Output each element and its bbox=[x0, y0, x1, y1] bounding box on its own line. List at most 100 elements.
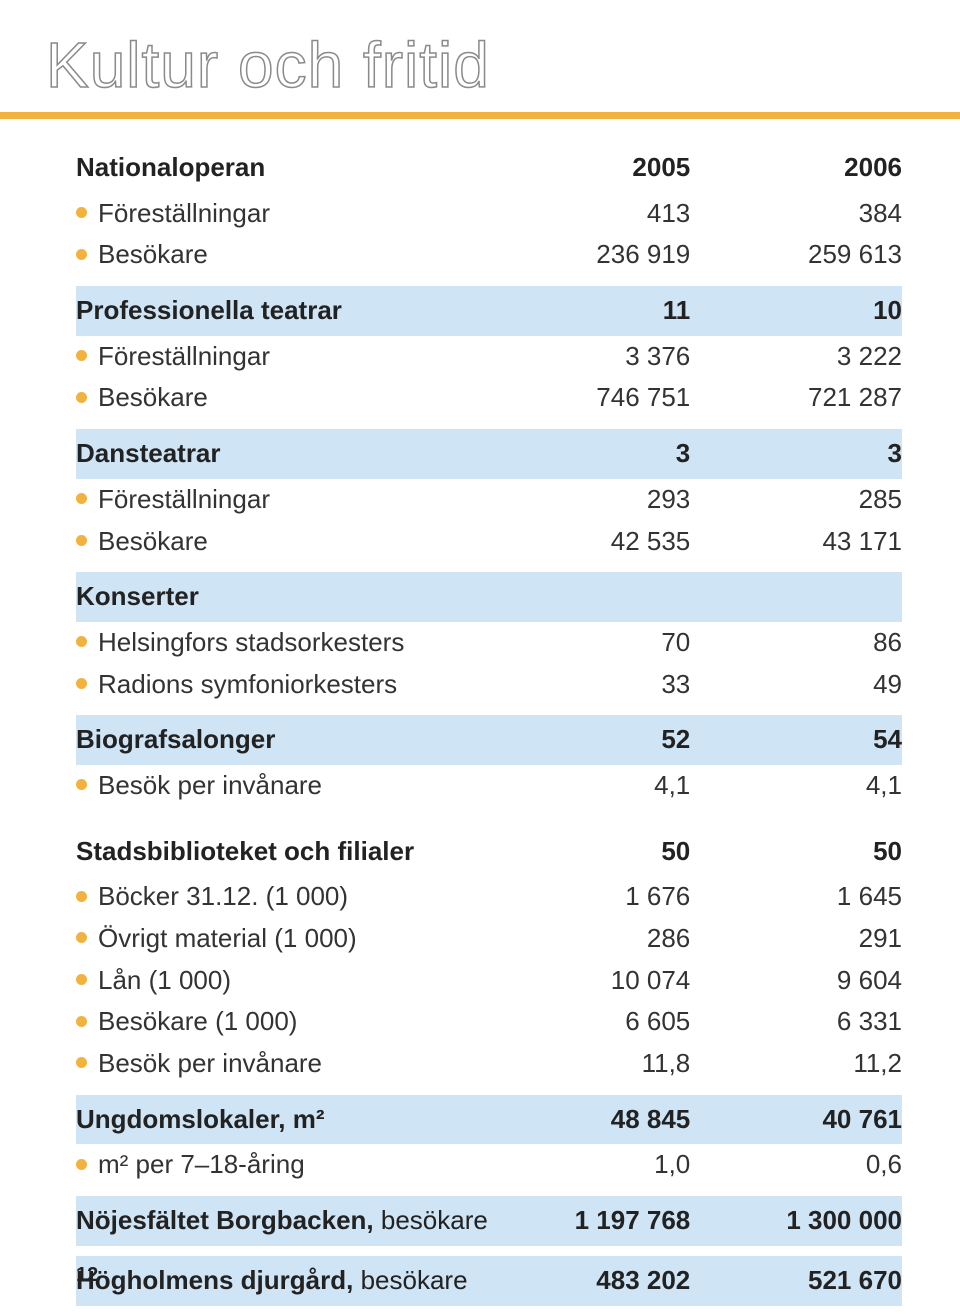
spacer bbox=[539, 1186, 721, 1196]
spacer bbox=[76, 705, 539, 715]
section-header-value: 3 bbox=[720, 429, 902, 479]
spacer bbox=[539, 817, 721, 827]
data-label: Besökare (1 000) bbox=[76, 1001, 539, 1043]
title-underline bbox=[0, 112, 960, 119]
spacer bbox=[720, 562, 902, 572]
spacer bbox=[539, 276, 721, 286]
spacer bbox=[76, 276, 539, 286]
table-row: Konserter bbox=[76, 572, 902, 622]
data-label: Lån (1 000) bbox=[76, 960, 539, 1002]
page-number: 12 bbox=[76, 1264, 98, 1287]
data-value: 0,6 bbox=[720, 1144, 902, 1186]
data-value: 4,1 bbox=[539, 765, 721, 807]
spacer bbox=[720, 1186, 902, 1196]
data-value: 6 331 bbox=[720, 1001, 902, 1043]
table-row: Föreställningar413384 bbox=[76, 193, 902, 235]
table-row bbox=[76, 1085, 902, 1095]
section-header-value: 54 bbox=[720, 715, 902, 765]
section-header-value: 2006 bbox=[720, 143, 902, 193]
table-row bbox=[76, 562, 902, 572]
table-row: Besökare746 751721 287 bbox=[76, 377, 902, 419]
table-row: m² per 7–18-åring1,00,6 bbox=[76, 1144, 902, 1186]
data-value: 43 171 bbox=[720, 521, 902, 563]
spacer bbox=[720, 276, 902, 286]
data-value: 1 645 bbox=[720, 876, 902, 918]
section-header-value: 50 bbox=[539, 827, 721, 877]
data-value: 746 751 bbox=[539, 377, 721, 419]
spacer bbox=[76, 562, 539, 572]
data-value: 1,0 bbox=[539, 1144, 721, 1186]
data-value: 286 bbox=[539, 918, 721, 960]
spacer bbox=[720, 419, 902, 429]
spacer bbox=[720, 1085, 902, 1095]
data-label: Besökare bbox=[76, 377, 539, 419]
data-value: 293 bbox=[539, 479, 721, 521]
section-header-value: 1 300 000 bbox=[720, 1196, 902, 1246]
data-value: 42 535 bbox=[539, 521, 721, 563]
title-bar: Kultur och fritid bbox=[0, 0, 960, 112]
table-row: Föreställningar3 3763 222 bbox=[76, 336, 902, 378]
table-row: Övrigt material (1 000)286291 bbox=[76, 918, 902, 960]
table-row: Högholmens djurgård, besökare483 202521 … bbox=[76, 1256, 902, 1306]
spacer bbox=[76, 1186, 539, 1196]
table-row: Besökare (1 000)6 6056 331 bbox=[76, 1001, 902, 1043]
section-header-value: 50 bbox=[720, 827, 902, 877]
stats-table: Nationaloperan20052006Föreställningar413… bbox=[76, 143, 902, 1306]
table-row: Radions symfoniorkesters3349 bbox=[76, 664, 902, 706]
spacer bbox=[539, 1085, 721, 1095]
table-row: Besök per invånare11,811,2 bbox=[76, 1043, 902, 1085]
data-value: 384 bbox=[720, 193, 902, 235]
data-label: Föreställningar bbox=[76, 193, 539, 235]
table-row bbox=[76, 419, 902, 429]
spacer bbox=[539, 1246, 721, 1256]
data-label: Besökare bbox=[76, 234, 539, 276]
data-label: Radions symfoniorkesters bbox=[76, 664, 539, 706]
section-header-label: Nöjesfältet Borgbacken, besökare bbox=[76, 1196, 539, 1246]
data-value: 3 222 bbox=[720, 336, 902, 378]
spacer bbox=[720, 1246, 902, 1256]
table-row: Dansteatrar33 bbox=[76, 429, 902, 479]
data-value: 10 074 bbox=[539, 960, 721, 1002]
section-header-value bbox=[720, 572, 902, 622]
spacer bbox=[539, 705, 721, 715]
table-row: Nationaloperan20052006 bbox=[76, 143, 902, 193]
page-title: Kultur och fritid bbox=[46, 28, 960, 102]
table-row: Nöjesfältet Borgbacken, besökare1 197 76… bbox=[76, 1196, 902, 1246]
table-row bbox=[76, 1246, 902, 1256]
data-value: 291 bbox=[720, 918, 902, 960]
spacer bbox=[76, 419, 539, 429]
data-label: m² per 7–18-åring bbox=[76, 1144, 539, 1186]
section-header-value: 1 197 768 bbox=[539, 1196, 721, 1246]
section-header-label: Konserter bbox=[76, 572, 539, 622]
data-value: 1 676 bbox=[539, 876, 721, 918]
table-row: Böcker 31.12. (1 000)1 6761 645 bbox=[76, 876, 902, 918]
table-row: Ungdomslokaler, m²48 84540 761 bbox=[76, 1095, 902, 1145]
section-header-value: 2005 bbox=[539, 143, 721, 193]
section-header-value: 483 202 bbox=[539, 1256, 721, 1306]
data-value: 721 287 bbox=[720, 377, 902, 419]
data-label: Föreställningar bbox=[76, 479, 539, 521]
data-label: Böcker 31.12. (1 000) bbox=[76, 876, 539, 918]
section-header-value: 52 bbox=[539, 715, 721, 765]
table-row: Besök per invånare4,14,1 bbox=[76, 765, 902, 807]
section-header-label: Stadsbiblioteket och filialer bbox=[76, 827, 539, 877]
stats-table-body: Nationaloperan20052006Föreställningar413… bbox=[76, 143, 902, 1306]
data-label: Besökare bbox=[76, 521, 539, 563]
table-row bbox=[76, 817, 902, 827]
data-value: 413 bbox=[539, 193, 721, 235]
data-value: 33 bbox=[539, 664, 721, 706]
stats-table-container: Nationaloperan20052006Föreställningar413… bbox=[0, 119, 960, 1306]
data-label: Helsingfors stadsorkesters bbox=[76, 622, 539, 664]
table-row: Stadsbiblioteket och filialer5050 bbox=[76, 827, 902, 877]
section-header-value bbox=[539, 572, 721, 622]
spacer bbox=[539, 807, 721, 817]
section-header-label: Nationaloperan bbox=[76, 143, 539, 193]
section-header-value: 10 bbox=[720, 286, 902, 336]
table-row bbox=[76, 807, 902, 817]
page: Kultur och fritid Nationaloperan20052006… bbox=[0, 0, 960, 1315]
section-header-value: 11 bbox=[539, 286, 721, 336]
table-row: Helsingfors stadsorkesters7086 bbox=[76, 622, 902, 664]
table-row: Professionella teatrar1110 bbox=[76, 286, 902, 336]
table-row: Lån (1 000)10 0749 604 bbox=[76, 960, 902, 1002]
data-label: Besök per invånare bbox=[76, 1043, 539, 1085]
